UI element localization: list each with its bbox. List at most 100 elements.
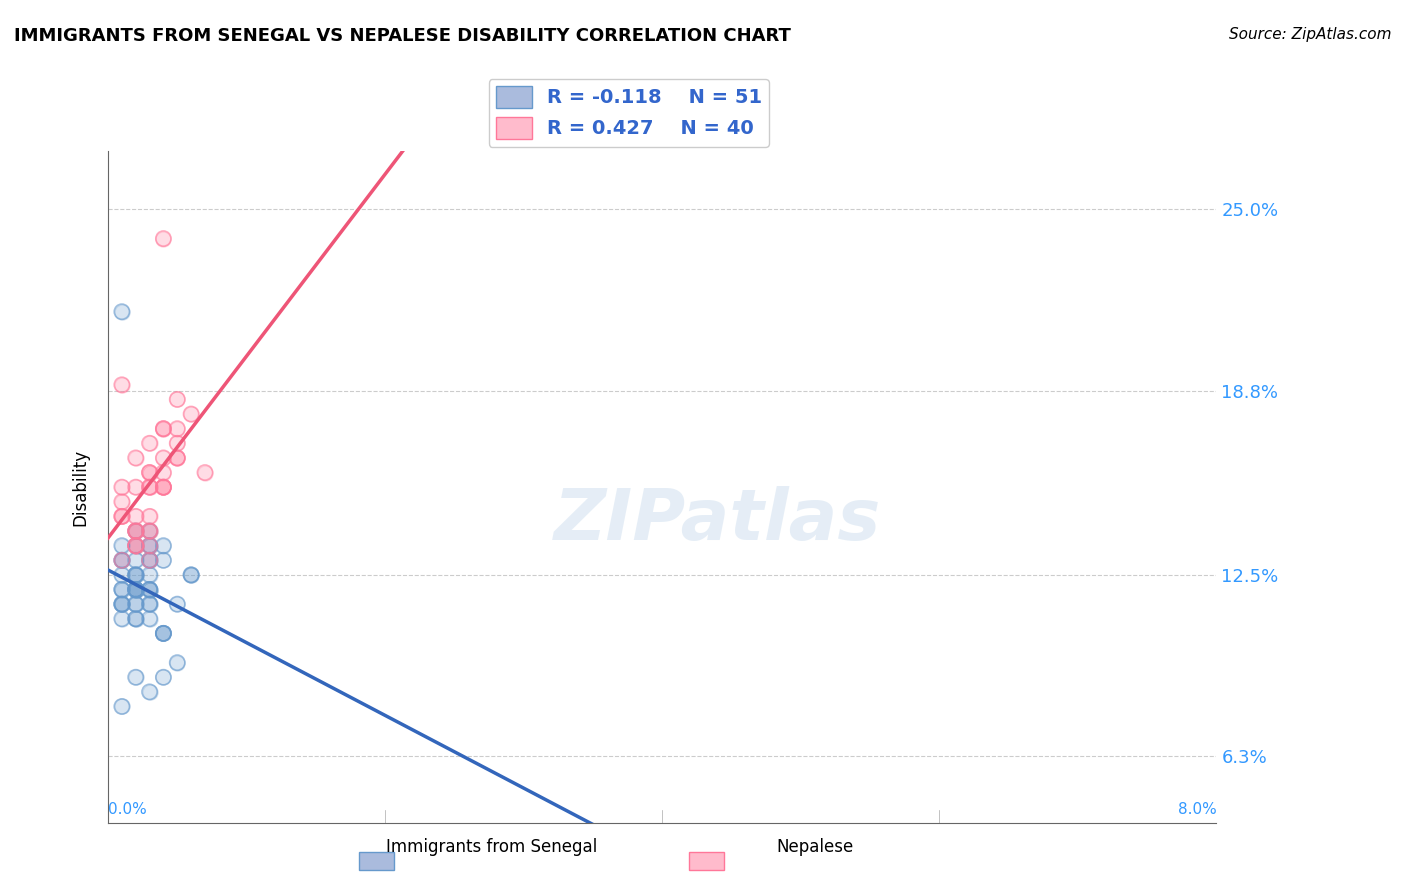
Point <box>194 466 217 480</box>
Point <box>111 597 134 611</box>
Point <box>166 422 188 436</box>
Point <box>138 612 160 626</box>
Point <box>138 582 160 597</box>
Point <box>125 582 148 597</box>
Point <box>111 582 134 597</box>
Point <box>125 612 148 626</box>
Point <box>111 553 134 567</box>
Point <box>125 450 148 465</box>
Point <box>111 582 134 597</box>
Point <box>152 539 174 553</box>
Point <box>166 450 188 465</box>
Point <box>152 480 174 494</box>
Point <box>138 597 160 611</box>
Point <box>111 304 134 318</box>
Point <box>125 539 148 553</box>
Point <box>138 582 160 597</box>
Text: 8.0%: 8.0% <box>1178 802 1216 817</box>
Point <box>125 567 148 582</box>
Point <box>125 524 148 538</box>
Point <box>111 597 134 611</box>
Point <box>125 539 148 553</box>
Point <box>111 495 134 509</box>
Point <box>152 626 174 640</box>
Point <box>152 626 174 640</box>
Point <box>138 685 160 699</box>
Point <box>138 597 160 611</box>
Point <box>125 582 148 597</box>
Point <box>111 377 134 392</box>
Point <box>138 685 160 699</box>
Point <box>152 626 174 640</box>
Point <box>125 524 148 538</box>
Point <box>125 524 148 538</box>
Point <box>166 450 188 465</box>
Point <box>111 539 134 553</box>
Point <box>152 480 174 494</box>
Point <box>125 612 148 626</box>
Point <box>125 567 148 582</box>
Point <box>125 582 148 597</box>
Point <box>166 392 188 407</box>
Point <box>111 480 134 494</box>
Point <box>138 466 160 480</box>
Point <box>152 553 174 567</box>
Point <box>166 597 188 611</box>
Point <box>111 597 134 611</box>
Point <box>138 582 160 597</box>
Point <box>111 597 134 611</box>
Point <box>138 524 160 538</box>
Point <box>138 480 160 494</box>
Point <box>125 582 148 597</box>
Point <box>125 567 148 582</box>
Point <box>125 670 148 684</box>
Point <box>125 539 148 553</box>
Point <box>125 597 148 611</box>
Point <box>111 553 134 567</box>
Point <box>111 377 134 392</box>
Point <box>138 524 160 538</box>
Point <box>138 582 160 597</box>
Point <box>138 539 160 553</box>
Point <box>138 553 160 567</box>
Point <box>138 524 160 538</box>
Point <box>125 597 148 611</box>
Point <box>125 612 148 626</box>
Point <box>180 407 202 421</box>
Point <box>125 582 148 597</box>
Point <box>152 626 174 640</box>
Point <box>125 524 148 538</box>
Point <box>125 539 148 553</box>
Point <box>152 670 174 684</box>
Point <box>111 539 134 553</box>
Point <box>125 539 148 553</box>
Point <box>138 509 160 524</box>
Point <box>152 480 174 494</box>
Point <box>111 509 134 524</box>
Point <box>125 567 148 582</box>
Point <box>180 567 202 582</box>
Point <box>125 553 148 567</box>
Point <box>111 304 134 318</box>
Point <box>138 524 160 538</box>
Point <box>152 422 174 436</box>
Point <box>166 450 188 465</box>
Point <box>138 509 160 524</box>
Point <box>138 553 160 567</box>
Point <box>166 450 188 465</box>
Point <box>138 597 160 611</box>
Text: Immigrants from Senegal: Immigrants from Senegal <box>387 838 598 856</box>
Point <box>152 231 174 245</box>
Point <box>111 597 134 611</box>
Point <box>138 612 160 626</box>
Point <box>138 524 160 538</box>
Point <box>138 466 160 480</box>
Point <box>125 582 148 597</box>
Point <box>125 582 148 597</box>
Text: Nepalese: Nepalese <box>778 838 853 856</box>
Legend: R = -0.118    N = 51, R = 0.427    N = 40: R = -0.118 N = 51, R = 0.427 N = 40 <box>489 79 769 146</box>
Point <box>125 612 148 626</box>
Point <box>152 670 174 684</box>
Point <box>152 450 174 465</box>
Y-axis label: Disability: Disability <box>72 449 89 525</box>
